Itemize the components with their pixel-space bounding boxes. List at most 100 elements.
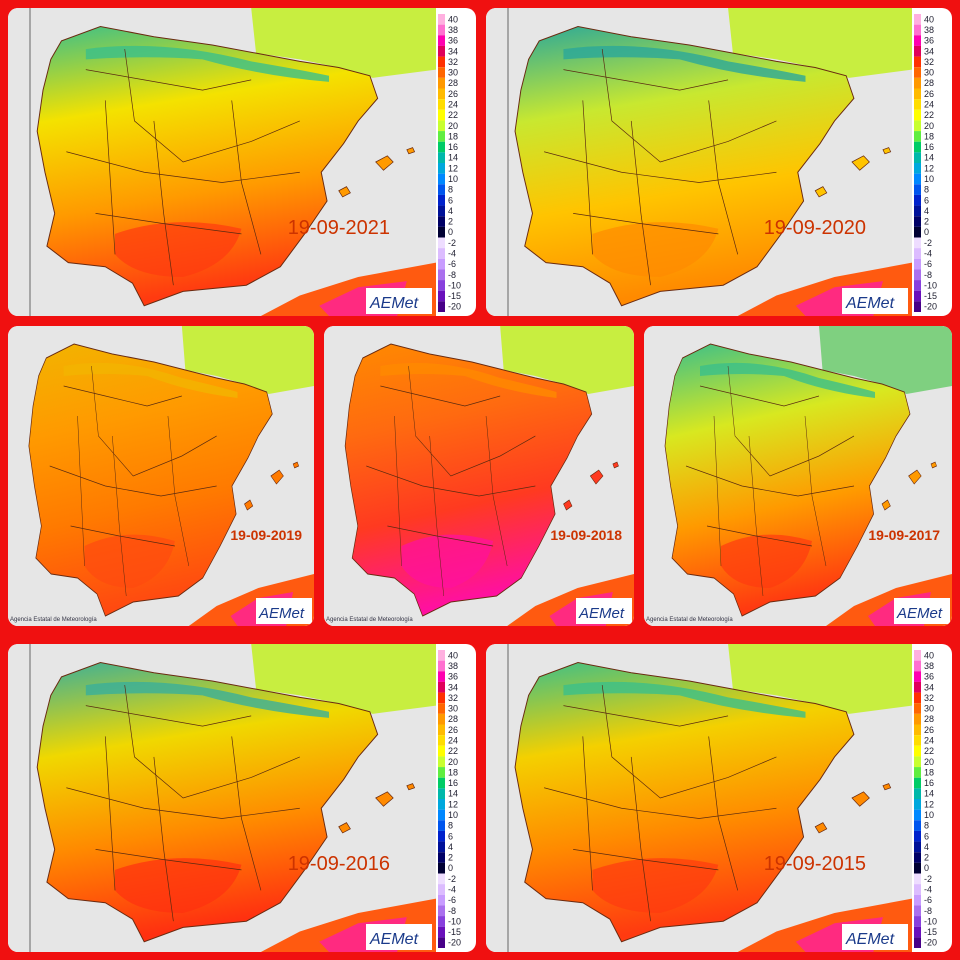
map: 19-09-2017 AEMet Agencia Estatal de Meteor…	[644, 326, 952, 626]
france	[728, 8, 912, 78]
scale-label: 4	[448, 206, 453, 216]
scale-label: 14	[924, 153, 934, 163]
scale-swatch	[438, 216, 445, 227]
scale-swatch	[438, 862, 445, 874]
scale-label: -2	[448, 874, 456, 884]
scale-swatch	[914, 756, 921, 768]
scale-swatch	[914, 926, 921, 938]
scale-label: -15	[448, 291, 461, 301]
scale-label: 36	[448, 672, 458, 682]
scale-label: 26	[924, 89, 934, 99]
date-label: 19-09-2016	[288, 853, 390, 875]
scale-label: 40	[924, 14, 934, 24]
scale-swatch	[914, 226, 921, 238]
scale-swatch	[438, 194, 445, 206]
scale-swatch	[438, 173, 445, 185]
mountains	[700, 362, 875, 398]
scale-label: 36	[924, 672, 934, 682]
scale-label: 34	[924, 46, 934, 56]
scale-swatch	[438, 703, 445, 714]
scale-swatch	[438, 205, 445, 217]
scale-label: 40	[448, 14, 458, 24]
scale-swatch	[914, 809, 921, 821]
scale-label: 24	[448, 99, 458, 109]
france	[500, 326, 634, 394]
scale-label: 16	[448, 778, 458, 788]
scale-swatch	[914, 14, 921, 25]
scale-label: 8	[448, 185, 453, 195]
scale-swatch	[438, 24, 445, 36]
scale-swatch	[438, 660, 445, 672]
date-label: 19-09-2021	[288, 217, 390, 239]
scale-label: 2	[924, 217, 929, 227]
scale-swatch	[438, 650, 445, 661]
scale-label: 28	[448, 78, 458, 88]
scale-swatch	[914, 301, 921, 312]
scale-swatch	[914, 248, 921, 259]
agency: Agencia Estatal de Meteorología	[646, 617, 733, 623]
france	[251, 644, 436, 714]
scale-label: -20	[924, 938, 937, 948]
scale-swatch	[914, 735, 921, 746]
scale-label: -8	[448, 906, 456, 916]
scale-label: 18	[448, 767, 458, 777]
scale-label: 22	[924, 746, 934, 756]
scale-swatch	[914, 131, 921, 142]
scale-label: 0	[448, 227, 453, 237]
provinces	[685, 365, 855, 597]
scale-swatch	[914, 173, 921, 185]
scale-swatch	[914, 873, 921, 885]
scale-label: 24	[924, 735, 934, 745]
scale-swatch	[438, 926, 445, 938]
logo-box	[366, 924, 432, 950]
scale-swatch	[914, 767, 921, 778]
scale-label: 10	[924, 810, 934, 820]
scale-label: 20	[924, 121, 934, 131]
scale-swatch	[914, 660, 921, 672]
scale-swatch	[914, 280, 921, 291]
scale-swatch	[438, 820, 445, 831]
scale-label: 12	[448, 799, 458, 809]
scale-label: 10	[448, 174, 458, 184]
scale-label: 10	[448, 810, 458, 820]
scale-label: 14	[924, 789, 934, 799]
scale-label: 22	[448, 746, 458, 756]
scale-label: 10	[924, 174, 934, 184]
scale-label: -6	[924, 259, 932, 269]
scale-swatch	[438, 788, 445, 799]
scale-label: -10	[448, 916, 461, 926]
scale-swatch	[438, 14, 445, 25]
scale-label: 6	[924, 195, 929, 205]
provinces	[366, 365, 536, 597]
scale-swatch	[914, 194, 921, 206]
scale-swatch	[914, 852, 921, 863]
scale-label: 2	[448, 853, 453, 863]
scale-swatch	[438, 799, 445, 810]
scale-label: -10	[448, 280, 461, 290]
scale-label: -6	[448, 259, 456, 269]
scale-swatch	[914, 777, 921, 789]
scale-swatch	[438, 152, 445, 163]
scale-label: 20	[448, 757, 458, 767]
scale-label: 16	[924, 778, 934, 788]
scale-label: 22	[448, 110, 458, 120]
scale-swatch	[914, 745, 921, 757]
scale-swatch	[914, 120, 921, 132]
hot-zone	[115, 222, 242, 277]
scale-label: 6	[448, 831, 453, 841]
balearics	[814, 147, 892, 198]
scale-label: -20	[448, 302, 461, 312]
scale-label: 30	[448, 704, 458, 714]
scale-swatch	[914, 99, 921, 110]
scale-swatch	[914, 67, 921, 78]
scale-swatch	[438, 301, 445, 312]
map-panel: 19-09-2019 AEMet Agencia Estatal de Meteor…	[8, 326, 314, 626]
scale-label: -10	[924, 916, 937, 926]
scale-swatch	[438, 873, 445, 885]
scale-swatch	[438, 120, 445, 132]
scale-swatch	[914, 184, 921, 195]
scale-swatch	[438, 237, 445, 249]
scale-swatch	[438, 767, 445, 778]
logo: AEMet	[369, 931, 419, 948]
scale-label: -4	[924, 248, 932, 258]
